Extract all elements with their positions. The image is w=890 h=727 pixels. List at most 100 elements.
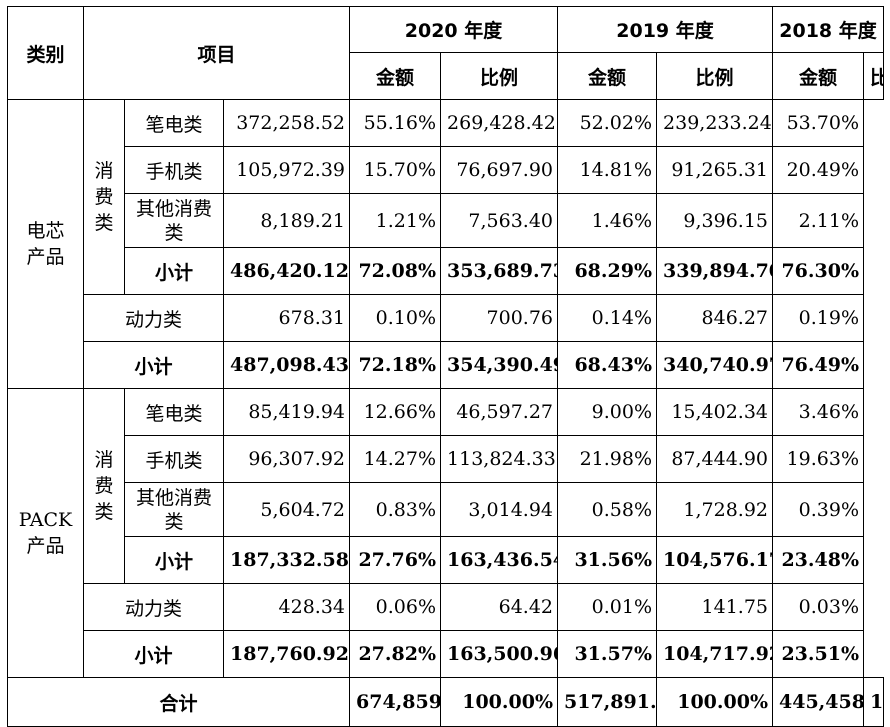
subtotal-row: 小计 486,420.12 72.08% 353,689.73 68.29% 339,89…	[8, 247, 884, 295]
table-body: 电芯 产品消 费 类笔电类 372,258.52 55.16% 269,428.42 5…	[6, 99, 884, 727]
item-name: 小计	[83, 341, 224, 389]
ratio-cell: 100.00%	[656, 677, 774, 727]
ratio-cell: 27.76%	[349, 536, 442, 584]
header-ratio: 比例	[863, 52, 884, 100]
ratio-cell: 0.06%	[349, 583, 442, 631]
amount-cell: 87,444.90	[656, 435, 774, 483]
item-name: 小计	[83, 630, 224, 678]
ratio-cell: 55.16%	[349, 99, 442, 147]
ratio-cell: 14.27%	[349, 435, 442, 483]
item-name: 其他消费类	[124, 193, 224, 248]
amount-cell: 46,597.27	[440, 388, 559, 436]
header-ratio: 比例	[656, 52, 774, 100]
table-row: 其他消费类 8,189.21 1.21% 7,563.40 1.46% 9,396.15 2…	[8, 193, 884, 248]
ratio-cell: 76.49%	[772, 341, 865, 389]
ratio-cell: 15.70%	[349, 146, 442, 194]
category-label: PACK 产品	[7, 388, 84, 678]
table-row: 动力类 678.31 0.10% 700.76 0.14% 846.27 0.19%	[8, 294, 884, 342]
amount-cell: 445,458.89	[772, 677, 865, 727]
ratio-cell: 0.39%	[772, 482, 865, 537]
header-category: 类别	[7, 6, 84, 100]
item-name: 动力类	[83, 583, 224, 631]
ratio-cell: 23.51%	[772, 630, 865, 678]
ratio-cell: 23.48%	[772, 536, 865, 584]
ratio-cell: 20.49%	[772, 146, 865, 194]
amount-cell: 85,419.94	[222, 388, 351, 436]
ratio-cell: 72.18%	[349, 341, 442, 389]
subcategory-label: 消 费 类	[83, 99, 125, 295]
amount-cell: 104,576.17	[656, 536, 774, 584]
item-name: 小计	[124, 536, 224, 584]
amount-cell: 76,697.90	[440, 146, 559, 194]
revenue-breakdown-table: 类别 项目 2020 年度 2019 年度 2018 年度 金额 比例 金额 比…	[6, 6, 884, 727]
amount-cell: 91,265.31	[656, 146, 774, 194]
ratio-cell: 31.57%	[557, 630, 658, 678]
ratio-cell: 1.21%	[349, 193, 442, 248]
ratio-cell: 31.56%	[557, 536, 658, 584]
amount-cell: 64.42	[440, 583, 559, 631]
header-year-2020: 2020 年度	[349, 6, 559, 53]
ratio-cell: 12.66%	[349, 388, 442, 436]
ratio-cell: 2.11%	[772, 193, 865, 248]
ratio-cell: 0.01%	[557, 583, 658, 631]
amount-cell: 141.75	[656, 583, 774, 631]
amount-cell: 674,859.35	[349, 677, 442, 727]
item-name: 笔电类	[124, 99, 224, 147]
amount-cell: 3,014.94	[440, 482, 559, 537]
ratio-cell: 100.00%	[863, 677, 884, 727]
item-name: 手机类	[124, 435, 224, 483]
ratio-cell: 76.30%	[772, 247, 865, 295]
ratio-cell: 14.81%	[557, 146, 658, 194]
ratio-cell: 52.02%	[557, 99, 658, 147]
header-ratio: 比例	[440, 52, 559, 100]
header-year-2018: 2018 年度	[772, 6, 884, 53]
amount-cell: 487,098.43	[222, 341, 351, 389]
amount-cell: 187,332.58	[222, 536, 351, 584]
amount-cell: 239,233.24	[656, 99, 774, 147]
subcategory-label: 消 费 类	[83, 388, 125, 584]
amount-cell: 7,563.40	[440, 193, 559, 248]
header-item: 项目	[82, 6, 351, 100]
ratio-cell: 0.10%	[349, 294, 442, 342]
amount-cell: 113,824.33	[440, 435, 559, 483]
ratio-cell: 68.43%	[557, 341, 658, 389]
amount-cell: 8,189.21	[222, 193, 351, 248]
ratio-cell: 0.19%	[772, 294, 865, 342]
ratio-cell: 3.46%	[772, 388, 865, 436]
ratio-cell: 68.29%	[557, 247, 658, 295]
amount-cell: 187,760.92	[222, 630, 351, 678]
table-row: 手机类 96,307.92 14.27% 113,824.33 21.98% 87,444…	[8, 435, 884, 483]
amount-cell: 846.27	[656, 294, 774, 342]
total-label: 合计	[6, 677, 351, 727]
table-row: 其他消费类 5,604.72 0.83% 3,014.94 0.58% 1,728.92 0…	[8, 482, 884, 537]
amount-cell: 486,420.12	[222, 247, 351, 295]
amount-cell: 163,500.96	[440, 630, 559, 678]
ratio-cell: 100.00%	[440, 677, 559, 727]
ratio-cell: 21.98%	[557, 435, 658, 483]
header-amount: 金额	[349, 52, 442, 100]
ratio-cell: 0.14%	[557, 294, 658, 342]
header-year-2019: 2019 年度	[557, 6, 774, 53]
ratio-cell: 9.00%	[557, 388, 658, 436]
amount-cell: 700.76	[440, 294, 559, 342]
ratio-cell: 0.58%	[557, 482, 658, 537]
total-row: 合计674,859.35100.00%517,891.44100.00%445,…	[6, 677, 884, 727]
amount-cell: 104,717.92	[656, 630, 774, 678]
amount-cell: 354,390.49	[440, 341, 559, 389]
amount-cell: 105,972.39	[222, 146, 351, 194]
table-row: 手机类 105,972.39 15.70% 76,697.90 14.81% 91,265…	[8, 146, 884, 194]
amount-cell: 372,258.52	[222, 99, 351, 147]
item-name: 手机类	[124, 146, 224, 194]
amount-cell: 339,894.70	[656, 247, 774, 295]
amount-cell: 1,728.92	[656, 482, 774, 537]
ratio-cell: 1.46%	[557, 193, 658, 248]
amount-cell: 517,891.44	[557, 677, 658, 727]
ratio-cell: 0.83%	[349, 482, 442, 537]
amount-cell: 269,428.42	[440, 99, 559, 147]
amount-cell: 5,604.72	[222, 482, 351, 537]
subtotal-row: 小计 487,098.43 72.18% 354,390.49 68.43% 340,74…	[8, 341, 884, 389]
amount-cell: 428.34	[222, 583, 351, 631]
item-name: 动力类	[83, 294, 224, 342]
amount-cell: 353,689.73	[440, 247, 559, 295]
header-amount: 金额	[557, 52, 658, 100]
